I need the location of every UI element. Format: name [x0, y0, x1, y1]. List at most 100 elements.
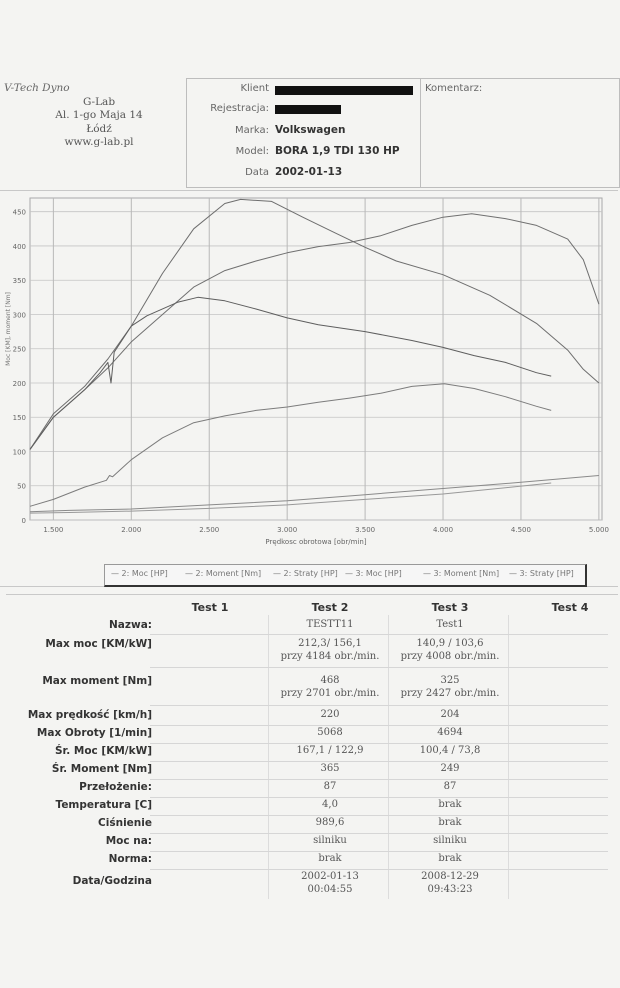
row-divider: [150, 743, 608, 744]
chart-series: [29, 198, 600, 514]
cell-line: 2002-01-13: [301, 871, 359, 882]
column-divider: [388, 615, 389, 899]
header-test2: Test 2: [311, 601, 349, 614]
field-label: Model:: [235, 146, 269, 157]
row-label: Max moment [Nm]: [42, 675, 152, 687]
cell-test2: 2002-01-13 00:04:55: [270, 871, 390, 896]
chart-legend: — 2: Moc [HP] — 2: Moment [Nm] — 2: Stra…: [104, 564, 587, 587]
row-label: Śr. Moc [KM/kW]: [54, 745, 152, 757]
y-tick-label: 0: [22, 517, 26, 525]
row-divider: [150, 797, 608, 798]
row-divider: [150, 833, 608, 834]
y-tick-label: 400: [13, 243, 26, 251]
cell-line: 212,3/ 156,1: [298, 638, 362, 649]
row-label: Max prędkość [km/h]: [27, 709, 152, 721]
cell-line: 325: [440, 675, 460, 686]
cell-line: przy 4008 obr./min.: [400, 650, 500, 662]
row-divider: [150, 815, 608, 816]
field-label: Data: [245, 167, 269, 178]
x-tick-label: 2.500: [199, 526, 219, 534]
header-test3: Test 3: [431, 601, 469, 614]
x-tick-labels: 1.500 2.000 2.500 3.000 3.500 4.000 4.500 5.000: [43, 526, 609, 534]
cell-test3: Test1: [436, 619, 464, 630]
row-label: Nazwa:: [109, 619, 152, 631]
row-label: Max moc [KM/kW]: [45, 638, 152, 650]
row-label: Norma:: [108, 853, 152, 865]
legend-label: 2: Moment [Nm]: [195, 569, 262, 578]
x-tick-label: 2.000: [121, 526, 141, 534]
row-divider: [150, 869, 608, 870]
header-test1: Test 1: [191, 601, 229, 614]
row-label: Ciśnienie: [98, 817, 152, 829]
brand-name: V-Tech Dyno: [4, 82, 70, 94]
y-tick-label: 250: [13, 346, 26, 354]
x-tick-label: 5.000: [589, 526, 609, 534]
cell-test2: 989,6: [315, 817, 345, 828]
field-registration: Rejestracja:: [187, 103, 421, 123]
y-tick-label: 300: [13, 311, 26, 319]
row-label: Data/Godzina: [72, 875, 152, 887]
cell-test3: 204: [440, 709, 460, 720]
row-label: Temperatura [C]: [55, 799, 152, 811]
column-divider: [508, 615, 509, 899]
redaction-bar: [275, 105, 341, 114]
dyno-chart: 0 50 100 150 200 250 300 350 400 450 1.500 2.000 2.…: [5, 197, 609, 546]
row-label: Moc na:: [105, 835, 152, 847]
cell-test2: brak: [318, 853, 342, 864]
legend-item: — 2: Moc [HP]: [111, 569, 168, 578]
cell-line: przy 2427 obr./min.: [400, 687, 500, 699]
field-model: Model: BORA 1,9 TDI 130 HP: [187, 145, 421, 166]
field-label: Klient: [240, 83, 269, 94]
row-label: Max Obroty [1/min]: [36, 727, 152, 739]
legend-label: 2: Moc [HP]: [121, 569, 168, 578]
cell-test3: 325 przy 2427 obr./min.: [390, 675, 510, 700]
legend-label: 3: Straty [HP]: [519, 569, 574, 578]
series-line-5: [29, 296, 552, 450]
field-label: Rejestracja:: [210, 103, 269, 114]
x-tick-label: 1.500: [43, 526, 63, 534]
cell-test2: 468 przy 2701 obr./min.: [270, 675, 390, 700]
cell-test2: 212,3/ 156,1 przy 4184 obr./min.: [270, 638, 390, 663]
column-divider: [268, 615, 269, 899]
legend-label: 2: Straty [HP]: [283, 569, 338, 578]
y-axis-label: Moc [KM], moment [Nm]: [5, 292, 12, 366]
cell-test3: 2008-12-29 09:43:23: [390, 871, 510, 896]
cell-line: 2008-12-29: [421, 871, 479, 882]
field-date: Data 2002-01-13: [187, 166, 421, 187]
series-line-6: [29, 482, 552, 514]
legend-item: — 3: Straty [HP]: [509, 569, 574, 578]
cell-test2: silniku: [313, 835, 347, 846]
row-label: Przełożenie:: [79, 781, 152, 793]
chart-grid: [29, 197, 603, 521]
x-tick-label: 3.000: [277, 526, 297, 534]
cell-test3: brak: [438, 817, 462, 828]
cell-test3: 4694: [437, 727, 463, 738]
y-tick-label: 50: [17, 483, 26, 491]
cell-test3: brak: [438, 799, 462, 810]
field-label: Marka:: [235, 125, 269, 136]
row-divider: [150, 779, 608, 780]
company-name: G-Lab: [82, 95, 116, 108]
y-tick-label: 450: [13, 209, 26, 217]
field-client: Klient: [187, 83, 421, 103]
cell-test2: 220: [320, 709, 340, 720]
legend-label: 3: Moment [Nm]: [433, 569, 500, 578]
row-divider: [150, 725, 608, 726]
row-divider: [150, 634, 608, 635]
cell-test3: 140,9 / 103,6 przy 4008 obr./min.: [390, 638, 510, 663]
y-tick-label: 150: [13, 414, 26, 422]
legend-item: — 2: Straty [HP]: [273, 569, 338, 578]
redaction-bar: [275, 86, 413, 95]
row-divider: [150, 761, 608, 762]
y-tick-label: 350: [13, 277, 26, 285]
company-block: V-Tech Dyno G-Lab Al. 1-go Maja 14 Łódź …: [4, 82, 184, 150]
row-divider: [150, 705, 608, 706]
cell-line: 00:04:55: [307, 883, 353, 895]
results-table: Test 1 Test 2 Test 3 Test 4 Nazwa: TESTT…: [6, 594, 618, 905]
company-street: Al. 1-go Maja 14: [55, 109, 143, 121]
x-tick-label: 3.500: [355, 526, 375, 534]
field-value: BORA 1,9 TDI 130 HP: [275, 145, 400, 157]
client-info-box: Klient Rejestracja: Marka: Volkswagen Mo…: [186, 78, 421, 188]
header-test4: Test 4: [551, 601, 589, 614]
field-value: 2002-01-13: [275, 166, 343, 178]
